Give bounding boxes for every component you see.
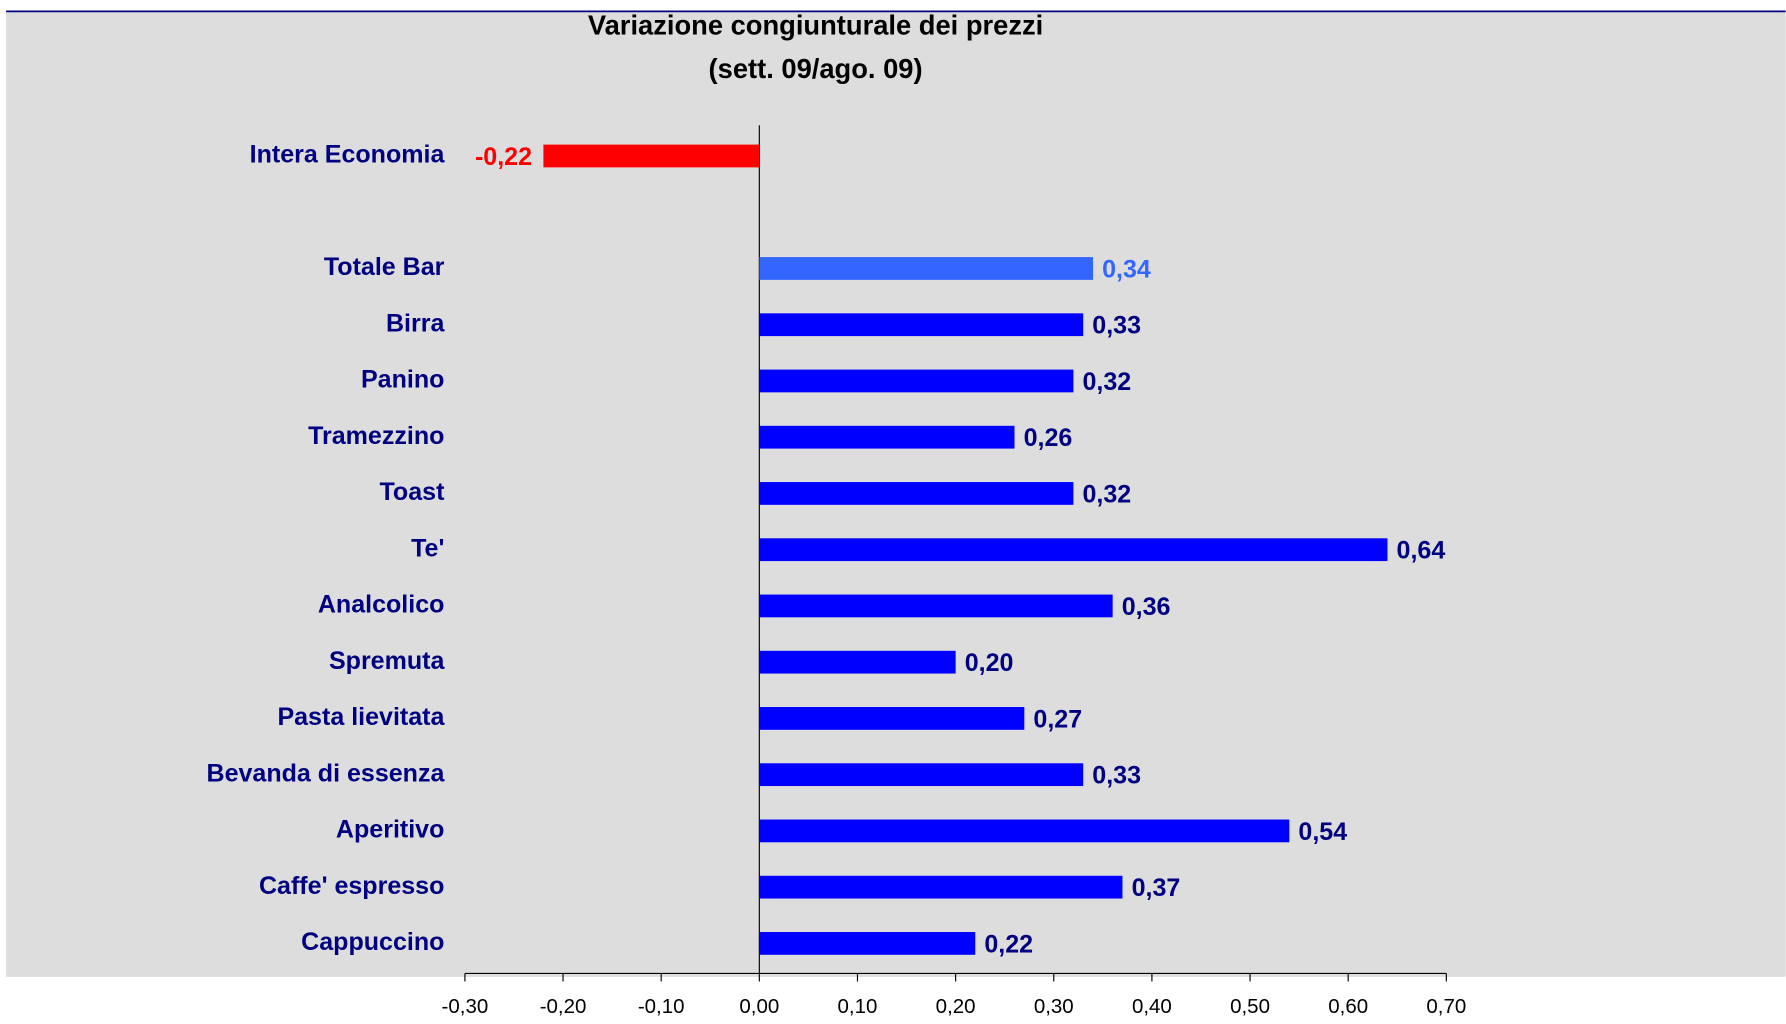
y-tick-label: Tramezzino: [308, 422, 444, 450]
y-tick-label: Aperitivo: [336, 816, 445, 844]
bar: [759, 425, 1015, 449]
bar: [759, 482, 1074, 505]
y-tick-label: Totale Bar: [324, 253, 445, 281]
bar: [759, 538, 1388, 562]
x-tick-label: -0,30: [442, 995, 489, 1018]
y-tick-label: Spremuta: [329, 647, 446, 675]
y-tick-label: Birra: [386, 309, 446, 337]
y-tick-label: Pasta lievitata: [277, 703, 445, 731]
x-tick-label: 0,20: [936, 995, 976, 1018]
data-label: 0,54: [1298, 818, 1347, 846]
data-label: 0,36: [1122, 593, 1171, 621]
x-tick-label: -0,20: [540, 995, 587, 1018]
bar: [759, 257, 1094, 280]
bar: [759, 875, 1123, 899]
y-tick-label: Toast: [380, 478, 446, 506]
data-label: 0,37: [1132, 874, 1181, 902]
bar: [759, 594, 1113, 618]
bar: [759, 369, 1074, 393]
x-tick-label: 0,30: [1034, 995, 1074, 1018]
data-label: 0,32: [1082, 368, 1131, 396]
data-label: 0,32: [1082, 480, 1131, 508]
y-tick-label: Bevanda di essenza: [206, 759, 445, 787]
chart-title: Variazione congiunturale dei prezzi: [588, 10, 1043, 41]
data-label: 0,20: [965, 649, 1014, 677]
y-tick-label: Caffe' espresso: [259, 872, 444, 900]
data-label: 0,27: [1033, 705, 1082, 733]
chart-subtitle: (sett. 09/ago. 09): [709, 53, 923, 84]
y-tick-label: Te': [411, 534, 444, 562]
bar: [759, 707, 1025, 730]
x-tick-label: 0,60: [1328, 995, 1368, 1018]
y-tick-label: Panino: [361, 366, 444, 394]
bar: [543, 144, 760, 168]
y-tick-label: Cappuccino: [301, 928, 444, 956]
data-label: -0,22: [475, 143, 532, 171]
data-label: 0,22: [984, 930, 1033, 958]
x-tick-label: 0,00: [739, 995, 779, 1018]
bar: [759, 650, 956, 674]
x-tick-label: 0,10: [838, 995, 878, 1018]
bar: [759, 763, 1084, 787]
data-label: 0,26: [1024, 424, 1073, 452]
data-label: 0,33: [1092, 312, 1141, 340]
y-tick-label: Intera Economia: [250, 141, 446, 169]
bar: [759, 932, 976, 955]
x-tick-label: 0,50: [1230, 995, 1270, 1018]
x-tick-label: 0,40: [1132, 995, 1172, 1018]
bar: [759, 313, 1084, 337]
bar: [759, 819, 1290, 843]
x-tick-label: 0,70: [1426, 995, 1466, 1018]
data-label: 0,34: [1102, 255, 1151, 283]
data-label: 0,64: [1397, 537, 1446, 565]
data-label: 0,33: [1092, 762, 1141, 790]
y-tick-label: Analcolico: [318, 591, 445, 619]
x-tick-label: -0,10: [638, 995, 685, 1018]
